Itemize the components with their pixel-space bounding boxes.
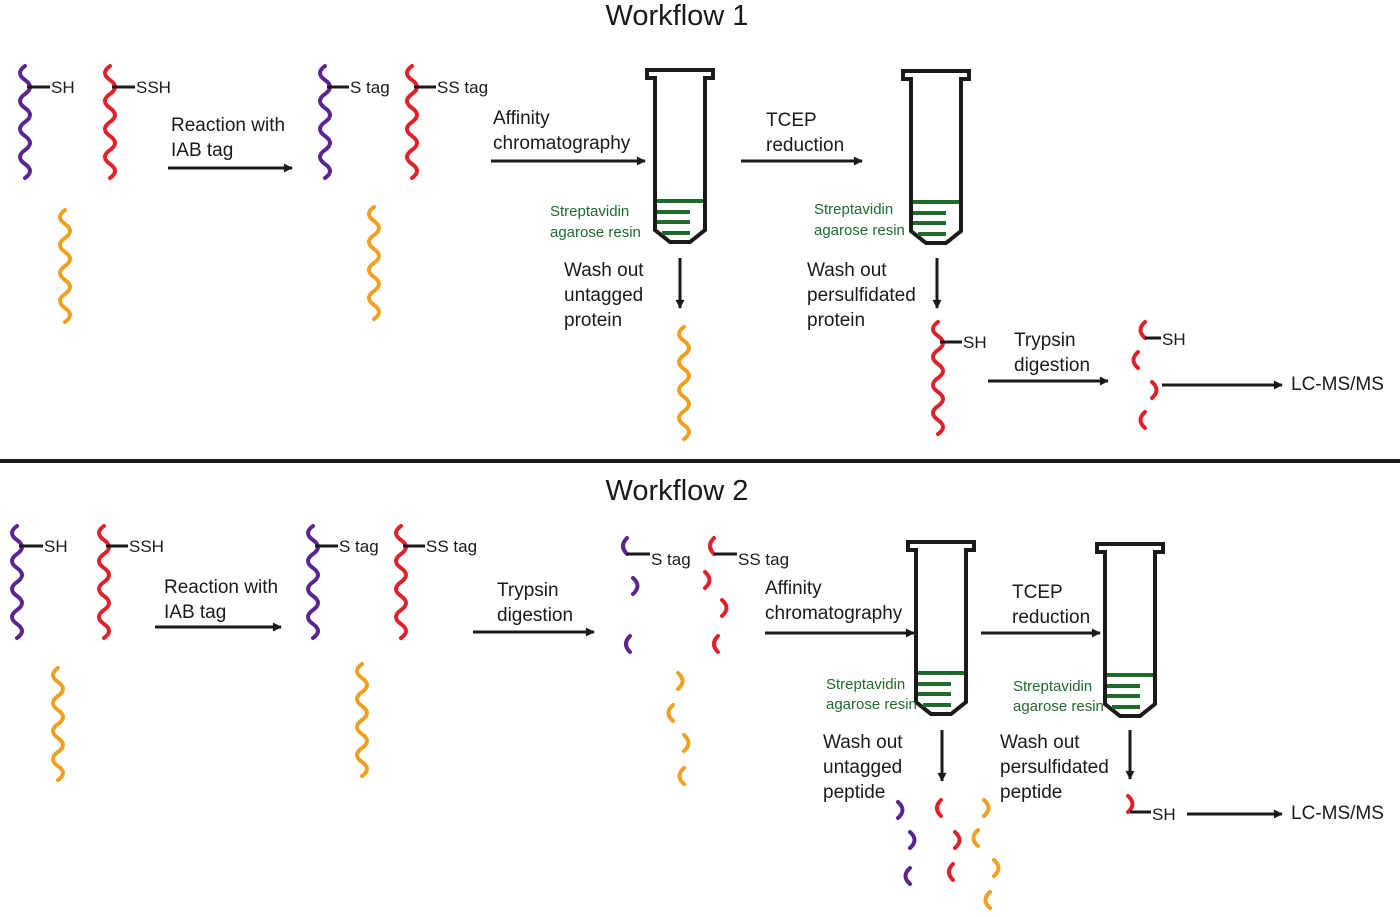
wf1-resin2-label-2: agarose resin: [814, 222, 905, 239]
wf1-tagged-proteins: S tag SS tag: [318, 64, 488, 321]
wf2-wash2-label: Wash out: [1000, 732, 1080, 753]
red-protein: [931, 320, 945, 436]
sh-label: SH: [51, 78, 75, 97]
wf1-output-label: LC-MS/MS: [1291, 374, 1384, 395]
resin-bands: [657, 199, 703, 235]
wf2-affinity-column: [906, 540, 976, 716]
wf1-step1-label: Reaction with: [171, 115, 285, 136]
red-protein: [394, 524, 408, 640]
wf2-step3-label-2: chromatography: [765, 603, 903, 624]
red-protein: [405, 64, 419, 180]
ssh-label: SSH: [129, 537, 164, 556]
ssh-label: SSH: [136, 78, 171, 97]
wf2-output-label: LC-MS/MS: [1291, 803, 1384, 824]
wf2-wash2-label-3: peptide: [1000, 782, 1062, 803]
wf1-step3-label: TCEP: [766, 110, 817, 131]
red-protein: [97, 524, 111, 640]
orange-protein: [58, 208, 72, 324]
s-tag-label: S tag: [350, 78, 390, 97]
red-protein: [103, 64, 117, 180]
ss-tag-label: SS tag: [437, 78, 488, 97]
wf1-step4-label: Trypsin: [1014, 330, 1076, 351]
wf2-wash1-label-2: untagged: [823, 757, 902, 778]
purple-protein: [318, 64, 332, 180]
wf1-wash2-label-3: protein: [807, 310, 865, 331]
workflow-1-title: Workflow 1: [606, 0, 749, 32]
wf1-wash1-label: Wash out: [564, 260, 644, 281]
wf1-wash2-label: Wash out: [807, 260, 887, 281]
sh-label: SH: [1152, 805, 1176, 824]
wf2-resin-label: Streptavidin: [826, 676, 905, 693]
wf1-step2-label-2: chromatography: [493, 133, 631, 154]
wf2-step2-label: Trypsin: [497, 580, 559, 601]
wf2-tagged-proteins: S tag SS tag: [306, 524, 477, 778]
workflow-2-title: Workflow 2: [606, 475, 749, 507]
wf2-step2-label-2: digestion: [497, 605, 573, 626]
resin-bands: [918, 671, 964, 707]
wf1-wash2-label-2: persulfidated: [807, 285, 916, 306]
wf1-step1-label-2: IAB tag: [171, 140, 233, 161]
orange-protein: [51, 666, 65, 782]
resin-bands: [1107, 673, 1153, 709]
wf2-wash2-label-2: persulfidated: [1000, 757, 1109, 778]
resin-bands: [913, 200, 959, 236]
wf2-washed-purple-peptides: [896, 800, 917, 886]
s-tag-label: S tag: [651, 550, 691, 569]
wf2-purple-peptides: [621, 536, 640, 654]
wf2-step3-label: Affinity: [765, 578, 822, 599]
purple-protein: [306, 524, 320, 640]
wf2-step4-label-2: reduction: [1012, 607, 1090, 628]
wf2-resin2-label: Streptavidin: [1013, 678, 1092, 695]
wf1-resin-label: Streptavidin: [550, 203, 629, 220]
ss-tag-label: SS tag: [738, 550, 789, 569]
wf2-resin2-label-2: agarose resin: [1013, 698, 1104, 715]
wf1-wash1-label-2: untagged: [564, 285, 643, 306]
wf1-step3-label-2: reduction: [766, 135, 844, 156]
wf2-step1-label: Reaction with: [164, 577, 278, 598]
wf1-red-peptides: [1131, 320, 1159, 430]
orange-protein: [367, 205, 381, 321]
wf2-step1-label-2: IAB tag: [164, 602, 226, 623]
orange-protein: [355, 662, 369, 778]
s-tag-label: S tag: [339, 537, 379, 556]
wf1-reduction-column: [901, 69, 971, 245]
wf2-wash1-label-3: peptide: [823, 782, 885, 803]
orange-protein: [677, 325, 691, 441]
sh-label: SH: [44, 537, 68, 556]
wf2-reduction-column: [1095, 542, 1165, 718]
wf1-step4-label-2: digestion: [1014, 355, 1090, 376]
purple-protein: [18, 64, 32, 180]
wf2-resin-label-2: agarose resin: [826, 696, 917, 713]
wf2-washed-red-peptides: [935, 798, 962, 882]
wf1-start-proteins: SH SSH: [18, 64, 171, 324]
wf2-orange-peptides: [666, 671, 691, 786]
wf2-step4-label: TCEP: [1012, 582, 1063, 603]
wf1-resin2-label: Streptavidin: [814, 201, 893, 218]
wf1-step2-label: Affinity: [493, 108, 550, 129]
purple-protein: [10, 524, 24, 640]
wf1-resin-label-2: agarose resin: [550, 224, 641, 241]
sh-label: SH: [963, 333, 987, 352]
wf2-red-peptides: [703, 536, 729, 654]
wf2-washed-orange-peptides: [971, 798, 1001, 910]
wf1-wash1-label-3: protein: [564, 310, 622, 331]
ss-tag-label: SS tag: [426, 537, 477, 556]
wf2-wash1-label: Wash out: [823, 732, 903, 753]
red-peptide: [1126, 794, 1135, 814]
sh-label: SH: [1162, 330, 1186, 349]
wf2-start-proteins: SH SSH: [10, 524, 164, 782]
wf1-affinity-column: [645, 68, 715, 244]
